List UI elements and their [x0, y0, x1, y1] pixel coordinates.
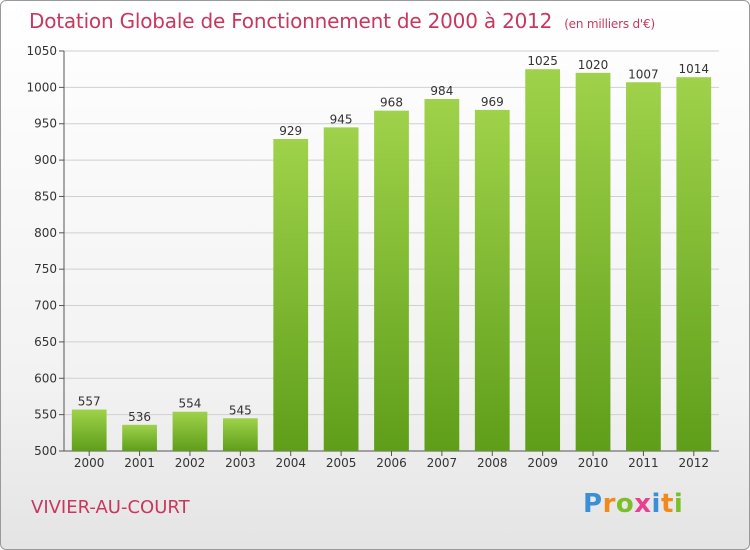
chart-title: Dotation Globale de Fonctionnement de 20… [29, 9, 655, 33]
y-tick-label: 700 [34, 299, 57, 313]
x-tick-label: 2006 [376, 456, 407, 470]
bar-value-label: 545 [229, 403, 252, 417]
x-tick-label: 2007 [427, 456, 458, 470]
bar-value-label: 1007 [628, 67, 659, 81]
x-tick-label: 2009 [527, 456, 558, 470]
y-tick-label: 550 [34, 408, 57, 422]
x-tick-label: 2005 [326, 456, 357, 470]
y-tick-label: 950 [34, 117, 57, 131]
bar-value-label: 554 [179, 397, 202, 411]
bar [273, 139, 309, 451]
proxiti-logo: Proxiti [583, 489, 684, 519]
x-tick-label: 2003 [225, 456, 256, 470]
x-tick-label: 2008 [477, 456, 508, 470]
x-tick-label: 2000 [74, 456, 105, 470]
bar-value-label: 557 [78, 395, 101, 409]
bar [374, 110, 409, 452]
bar [172, 411, 208, 451]
bar [676, 77, 712, 451]
y-tick-label: 850 [34, 189, 57, 203]
y-tick-label: 650 [34, 335, 57, 349]
bar-value-label: 1014 [679, 62, 710, 76]
bar-value-label: 1025 [527, 54, 558, 68]
y-tick-label: 800 [34, 226, 57, 240]
bar-value-label: 968 [380, 96, 403, 110]
x-tick-label: 2004 [275, 456, 306, 470]
bar-value-label: 929 [279, 124, 302, 138]
chart-unit: (en milliers d'€) [564, 17, 655, 31]
x-tick-label: 2010 [578, 456, 609, 470]
bar [424, 99, 460, 451]
bar-value-label: 536 [128, 410, 151, 424]
bar [474, 109, 510, 451]
y-tick-label: 900 [34, 153, 57, 167]
y-tick-label: 1050 [26, 44, 57, 58]
y-tick-label: 1000 [26, 80, 57, 94]
bar-value-label: 969 [481, 95, 504, 109]
y-tick-label: 500 [34, 444, 57, 458]
commune-name: VIVIER-AU-COURT [31, 497, 190, 518]
bar [323, 127, 359, 451]
bar [222, 418, 258, 451]
x-tick-label: 2011 [628, 456, 659, 470]
bar-value-label: 945 [330, 112, 353, 126]
x-tick-label: 2012 [679, 456, 710, 470]
bar [525, 69, 561, 451]
bar [122, 424, 157, 451]
x-tick-label: 2002 [175, 456, 206, 470]
y-tick-label: 600 [34, 371, 57, 385]
chart-title-text: Dotation Globale de Fonctionnement de 20… [29, 9, 553, 33]
y-tick-label: 750 [34, 262, 57, 276]
bar [71, 409, 107, 451]
x-tick-label: 2001 [124, 456, 155, 470]
bar-value-label: 984 [430, 84, 453, 98]
bar-value-label: 1020 [578, 58, 609, 72]
bar [626, 82, 661, 451]
bar [575, 72, 611, 452]
